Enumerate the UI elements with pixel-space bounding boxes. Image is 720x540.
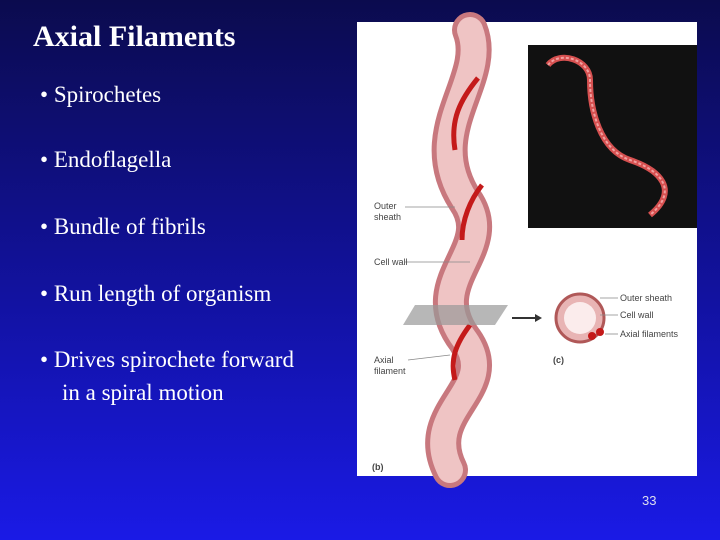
bullet-text: Bundle of fibrils xyxy=(53,214,206,239)
bullet-text: Spirochetes xyxy=(53,82,162,107)
figure-label: Axial filaments xyxy=(620,329,679,339)
panel-label: (b) xyxy=(372,462,384,472)
arrow-head xyxy=(535,314,542,322)
panel-label: (c) xyxy=(553,355,564,365)
axial-filament xyxy=(459,183,484,241)
bullet-continuation: in a spiral motion xyxy=(62,380,224,405)
figure-label: Outer sheath xyxy=(374,201,402,222)
title: Axial Filaments xyxy=(33,20,236,53)
filament-dot xyxy=(588,332,596,340)
cross-section-inner xyxy=(564,302,596,334)
filament-dot xyxy=(596,328,604,336)
figure-label: Outer sheath xyxy=(620,293,673,303)
figure-label: Cell wall xyxy=(620,310,654,320)
page-number: 33 xyxy=(642,493,657,508)
micrograph xyxy=(528,45,697,228)
bullet-text: Run length of organism xyxy=(53,281,272,306)
leader-lines xyxy=(405,206,618,361)
figure-label: Cell wall xyxy=(374,257,408,267)
bullet: • Bundle of fibrils xyxy=(40,214,206,239)
micrograph-coil xyxy=(547,56,666,216)
bullet-text: Drives spirochete forward xyxy=(53,347,294,372)
section-plane xyxy=(403,305,508,325)
figure-label: Axial filament xyxy=(374,355,406,376)
bullet: • Spirochetes xyxy=(40,82,162,107)
bullet-text: Endoflagella xyxy=(53,147,172,172)
bullet: • Run length of organism xyxy=(40,281,272,306)
axial-filament xyxy=(451,76,480,151)
bullet: • Drives spirochete forward xyxy=(40,347,294,372)
bullet: • Endoflagella xyxy=(40,147,172,172)
axial-filament xyxy=(450,323,473,381)
